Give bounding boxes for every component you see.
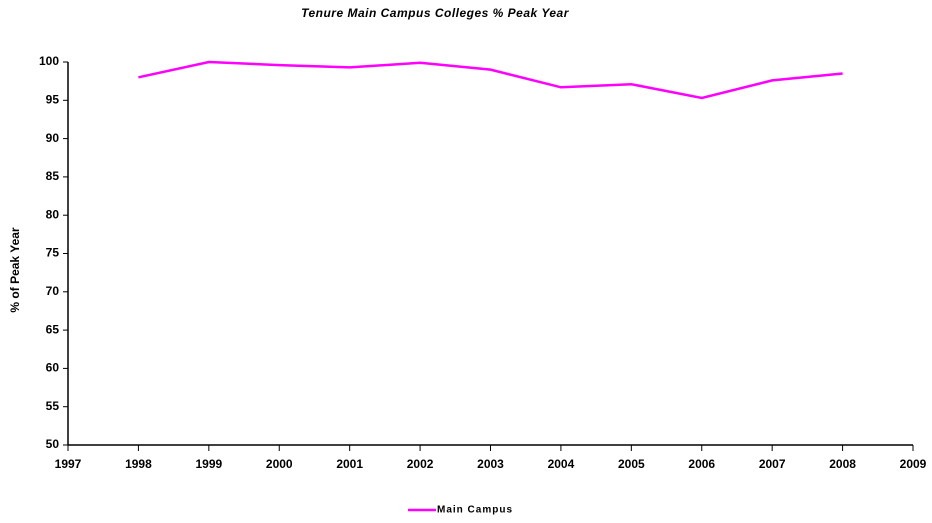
y-tick-label: 75 [46, 246, 60, 260]
x-tick-label: 2007 [759, 457, 786, 471]
y-tick-label: 50 [46, 437, 60, 451]
y-tick-label: 55 [46, 399, 60, 413]
y-tick-label: 65 [46, 322, 60, 336]
x-tick-label: 2000 [266, 457, 293, 471]
x-tick-label: 1997 [55, 457, 82, 471]
chart-title: Tenure Main Campus Colleges % Peak Year [301, 6, 570, 20]
data-line [138, 60, 843, 100]
x-tick-label: 2005 [618, 457, 645, 471]
y-tick-label: 70 [46, 284, 60, 298]
x-tick-label: 2008 [829, 457, 856, 471]
y-tick-label: 80 [46, 207, 60, 221]
y-tick-label: 85 [46, 169, 60, 183]
y-tick-label: 60 [46, 361, 60, 375]
y-tick-label: 95 [46, 92, 60, 106]
x-tick-label: 2009 [900, 457, 927, 471]
x-tick-label: 2001 [336, 457, 363, 471]
x-tick-label: 2003 [477, 457, 504, 471]
legend-label: Main Campus [437, 505, 513, 516]
y-tick-label: 100 [39, 54, 59, 68]
x-tick-label: 2002 [407, 457, 434, 471]
y-axis-label: % of Peak Year [8, 227, 22, 312]
x-tick-label: 1998 [125, 457, 152, 471]
y-tick-label: 90 [46, 131, 60, 145]
x-tick-label: 2006 [688, 457, 715, 471]
x-tick-label: 1999 [195, 457, 222, 471]
x-tick-label: 2004 [548, 457, 575, 471]
